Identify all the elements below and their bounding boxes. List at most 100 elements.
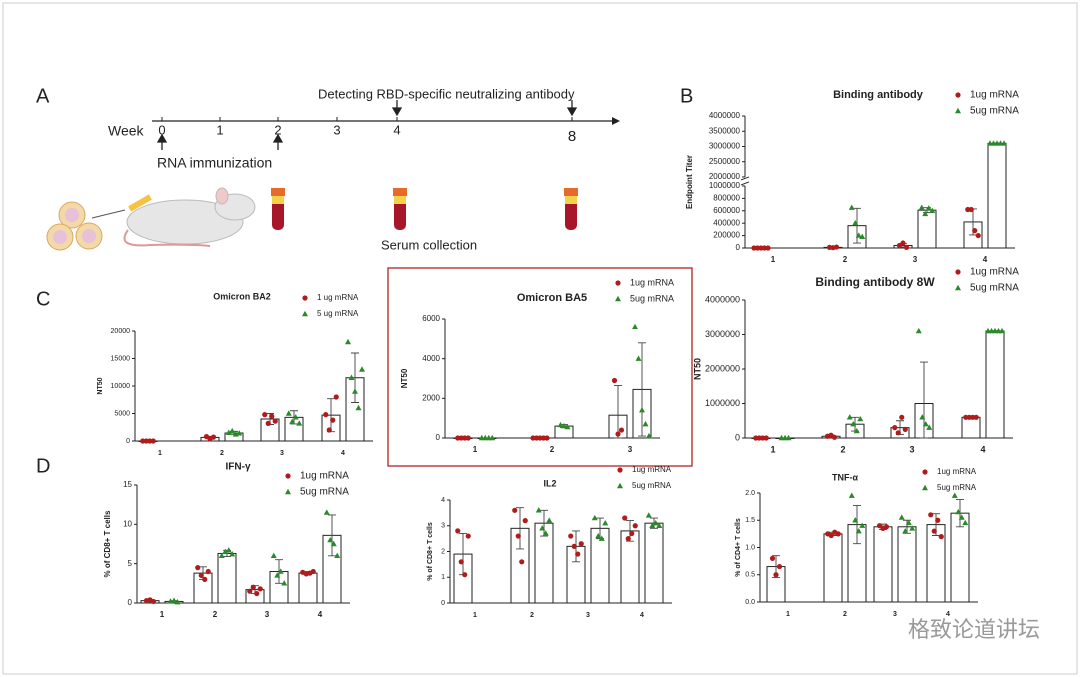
legend-marker [955, 269, 961, 275]
timeline-label: Week [108, 123, 145, 139]
y-axis-label: NT50 [692, 358, 702, 380]
week-label: 3 [333, 122, 340, 137]
chart-title: TNF-α [832, 472, 858, 482]
data-point [857, 415, 864, 422]
y-tick-label: 1000000 [709, 181, 741, 190]
data-point [229, 551, 236, 557]
y-tick-label: 0.5 [745, 572, 755, 579]
y-tick-label: 2500000 [709, 157, 741, 166]
bar [298, 572, 318, 604]
legend-marker [955, 107, 961, 114]
highlight-frame [387, 267, 693, 467]
data-point [150, 598, 157, 605]
data-point [1001, 140, 1007, 146]
y-tick-label: 5000 [114, 410, 130, 417]
y-tick-label: 4000 [422, 354, 440, 363]
y-tick-label: 15000 [111, 355, 131, 362]
data-point [330, 540, 337, 547]
y-tick-label: 0 [436, 433, 441, 442]
data-point [915, 327, 922, 334]
data-point [918, 204, 925, 210]
data-point [835, 531, 841, 537]
panel-label: C [36, 288, 50, 310]
y-tick-label: 2.0 [745, 490, 755, 497]
y-tick-label: 2 [441, 548, 445, 555]
data-point [833, 244, 840, 250]
data-point [591, 514, 598, 521]
y-tick-label: 10000 [111, 383, 131, 390]
error-bar [328, 514, 336, 557]
data-point [210, 434, 217, 440]
data-point [902, 426, 908, 432]
chart-title: Binding antibody 8W [815, 275, 935, 289]
data-point [765, 245, 771, 251]
data-point [202, 576, 208, 583]
legend-marker [302, 295, 308, 301]
y-tick-label: 4000000 [705, 294, 740, 304]
data-point [348, 374, 355, 380]
legend-label: 5ug mRNA [937, 483, 977, 492]
y-axis-label: Endpoint Titer [685, 155, 694, 209]
data-point [919, 414, 926, 420]
y-tick-label: 400000 [713, 218, 740, 227]
data-point [323, 509, 330, 515]
data-point [902, 527, 909, 534]
y-tick-label: 1.5 [745, 517, 755, 524]
data-point [310, 568, 316, 575]
data-point [615, 431, 621, 437]
data-point [642, 420, 649, 427]
legend-label: 1ug mRNA [630, 277, 674, 287]
chart-title: Omicron BA2 [213, 291, 271, 301]
data-point [564, 423, 571, 430]
data-point [561, 422, 567, 429]
x-tick-label: 3 [909, 444, 914, 454]
data-point [928, 512, 934, 518]
data-point [632, 323, 638, 330]
legend-marker [922, 469, 928, 475]
y-tick-label: 0 [441, 600, 445, 607]
y-tick-label: 1000000 [705, 398, 740, 408]
data-point [465, 435, 471, 441]
legend-label: 1ug mRNA [632, 465, 672, 474]
y-axis-label: NT50 [400, 368, 409, 388]
y-tick-label: 3 [441, 523, 445, 530]
data-point [773, 572, 779, 578]
y-tick-label: 20000 [111, 328, 131, 335]
x-tick-label: 2 [843, 611, 847, 618]
data-point [333, 394, 339, 400]
data-point [522, 518, 528, 524]
bar [823, 533, 843, 603]
data-point [250, 584, 256, 590]
y-tick-label: 3000000 [709, 142, 741, 151]
y-axis-label: % of CD4+ T cells [735, 518, 742, 577]
y-tick-label: 1.0 [745, 544, 755, 551]
data-point [769, 555, 776, 562]
error-bar [920, 361, 928, 439]
legend-marker [617, 467, 623, 473]
legend-marker [922, 484, 928, 491]
error-bar [351, 352, 359, 403]
data-point [225, 429, 232, 435]
data-point [150, 438, 156, 444]
legend-label: 1ug mRNA [970, 267, 1019, 278]
x-tick-label: 3 [280, 450, 284, 457]
data-point [225, 547, 232, 553]
data-point [512, 507, 518, 513]
x-tick-label: 4 [983, 255, 988, 264]
data-point [598, 535, 605, 541]
data-point [973, 414, 979, 420]
data-point [205, 568, 211, 575]
x-tick-label: 4 [341, 450, 345, 457]
y-tick-label: 5 [128, 559, 133, 568]
data-point [649, 522, 656, 528]
cells-illustration [46, 201, 126, 251]
x-tick-label: 3 [893, 611, 897, 618]
data-point [269, 413, 275, 419]
data-point [274, 572, 281, 578]
data-point [618, 427, 625, 433]
legend-label: 1ug mRNA [937, 467, 977, 476]
timeline-note: Detecting RBD-specific neutralizing anti… [318, 86, 575, 101]
data-point [909, 525, 916, 531]
panel-label: D [36, 455, 50, 477]
y-tick-label: 600000 [713, 206, 740, 215]
